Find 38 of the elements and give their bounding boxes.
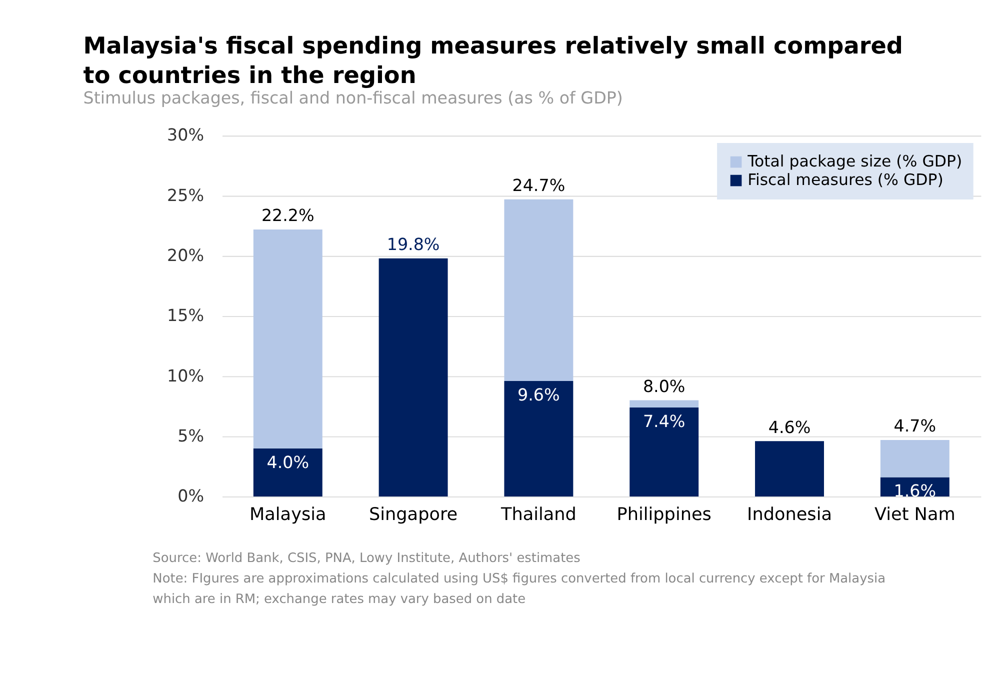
- total-label: 8.0%: [642, 376, 686, 396]
- legend-label: Fiscal measures (% GDP): [748, 170, 944, 190]
- data-label: 19.8%: [386, 235, 440, 254]
- bar: [504, 199, 574, 382]
- bar: [630, 407, 699, 496]
- bar: [880, 440, 950, 478]
- bar: [504, 381, 574, 496]
- data-label: 9.6%: [518, 385, 560, 404]
- bar: [630, 400, 699, 408]
- bar: [253, 448, 322, 496]
- bar: [378, 258, 448, 496]
- total-label: 4.7%: [894, 416, 936, 436]
- x-tick-label: Thailand: [500, 505, 576, 526]
- bar: [253, 229, 322, 448]
- total-label: 22.2%: [261, 206, 314, 226]
- data-label: 1.6%: [894, 482, 936, 501]
- y-tick-label: 25%: [167, 186, 204, 205]
- chart-subtitle: Stimulus packages, fiscal and non-fiscal measures (as % of GDP): [83, 88, 623, 108]
- y-tick-label: 30%: [167, 126, 204, 145]
- y-tick-label: 0%: [178, 486, 204, 506]
- chart-title: Malaysia's fiscal spending measures relatively small compared to countries in the region: [83, 33, 903, 89]
- legend-label: Total package size (% GDP): [746, 152, 962, 171]
- data-label: 4.0%: [266, 452, 310, 472]
- text: Note: FIgures are approximations calculated using US$ figures converted from local currency except for Malaysia which are in RM; exchange rates may vary based on date: [152, 572, 886, 607]
- x-tick-label: Philippines: [616, 505, 712, 526]
- y-tick-label: 10%: [167, 366, 204, 386]
- source-note: Source: World Bank, CSIS, PNA, Lowy Institute, Authors' estimates: [152, 551, 581, 566]
- x-tick-label: Malaysia: [250, 505, 326, 526]
- x-tick-label: Indonesia: [747, 505, 832, 526]
- y-tick-label: 15%: [167, 306, 204, 326]
- x-tick-label: Viet Nam: [874, 505, 956, 526]
- x-tick-label: Singapore: [368, 505, 458, 526]
- y-tick-label: 5%: [178, 426, 204, 446]
- bar: [755, 441, 824, 496]
- total-label: 4.6%: [768, 418, 811, 437]
- data-label: 7.4%: [642, 412, 686, 431]
- y-tick-label: 20%: [167, 246, 204, 266]
- total-label: 24.7%: [512, 176, 566, 196]
